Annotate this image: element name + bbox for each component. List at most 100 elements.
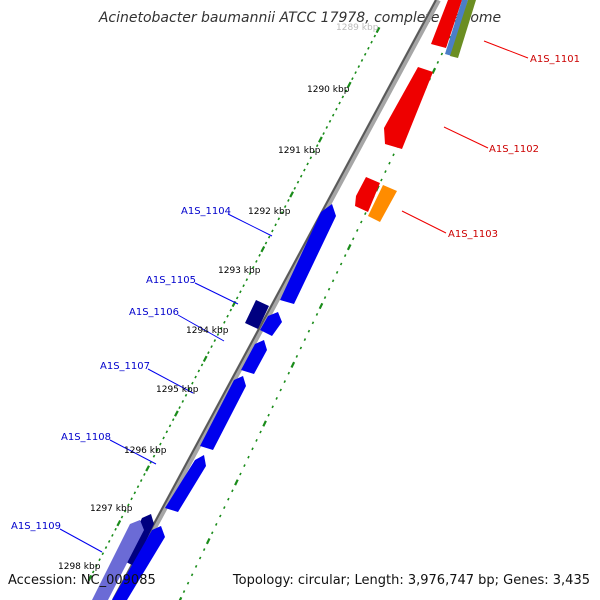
- ruler-tick: [207, 351, 210, 355]
- ruler-label: 1296 kbp: [124, 446, 167, 456]
- ruler-label: 1293 kbp: [218, 266, 261, 276]
- gene-arrow-a1s-1108[interactable]: [165, 455, 206, 512]
- ruler-tick: [436, 60, 440, 64]
- ruler-tick: [130, 497, 133, 501]
- gene-label-a1s-1101[interactable]: A1S_1101: [530, 54, 580, 65]
- gene-arrow-a1s-1109-light[interactable]: [92, 520, 144, 600]
- gene-arrow-a1s-1106[interactable]: [260, 312, 282, 336]
- ruler-tick: [287, 371, 291, 375]
- leader-a1s-1105: [194, 282, 239, 305]
- ruler-tick: [223, 320, 226, 324]
- ruler-tick: [290, 361, 296, 368]
- gene-label-a1s-1104[interactable]: A1S_1104: [181, 206, 231, 217]
- ruler-tick: [114, 527, 117, 531]
- ruler-dots-outer: [87, 26, 381, 582]
- gene-arrow-a1s-1101-c[interactable]: [450, 0, 476, 58]
- gene-label-a1s-1103[interactable]: A1S_1103: [448, 229, 498, 240]
- genome-backbone: [112, 0, 441, 600]
- ruler-tick: [202, 548, 206, 552]
- gene-label-a1s-1106[interactable]: A1S_1106: [129, 307, 179, 318]
- ruler-tick: [360, 59, 364, 62]
- ruler-tick: [231, 489, 234, 493]
- ruler-tick: [197, 369, 201, 373]
- gene-label-a1s-1102[interactable]: A1S_1102: [489, 144, 539, 155]
- ruler-tick: [145, 465, 150, 472]
- ruler-tick: [152, 454, 156, 458]
- ruler-tick: [235, 296, 239, 300]
- gene-label-a1s-1105[interactable]: A1S_1105: [146, 275, 196, 286]
- ruler-tick: [133, 491, 137, 495]
- leader-a1s-1106: [177, 314, 225, 342]
- ruler-tick: [136, 485, 140, 489]
- ruler-tick: [181, 399, 185, 403]
- ruler-tick: [162, 436, 165, 440]
- ruler-label: 1292 kbp: [248, 207, 291, 217]
- ruler-tick: [318, 136, 323, 143]
- ruler-tick: [327, 287, 331, 291]
- ruler-tick: [98, 558, 101, 562]
- ruler-tick: [210, 531, 214, 535]
- ruler-tick: [346, 244, 352, 251]
- gene-arrow-a1s-1105[interactable]: [245, 300, 269, 329]
- genome-backbone-edge: [112, 0, 437, 600]
- ruler-tick: [322, 132, 325, 135]
- gene-arrow-a1s-1103b[interactable]: [368, 185, 397, 222]
- ruler-tick: [440, 52, 444, 56]
- ruler-tick: [191, 381, 194, 385]
- gene-arrow-a1s-1107a[interactable]: [241, 340, 267, 374]
- ruler-tick: [178, 406, 181, 409]
- gene-arrow-a1s-1104[interactable]: [280, 204, 336, 304]
- ruler-tick: [363, 52, 367, 56]
- ruler-tick: [171, 418, 175, 422]
- gene-arrow-a1s-1103a[interactable]: [355, 177, 380, 212]
- ruler-tick: [251, 447, 254, 451]
- ruler-tick: [184, 393, 188, 397]
- ruler-tick: [431, 67, 437, 74]
- gene-label-a1s-1108[interactable]: A1S_1108: [61, 432, 111, 443]
- ruler-tick: [168, 424, 172, 428]
- gene-arrow-a1s-1107b[interactable]: [200, 376, 246, 450]
- topology-text: Topology: circular; Length: 3,976,747 bp…: [232, 573, 590, 588]
- ruler-tick: [335, 107, 338, 111]
- gene-arrow-a1s-1102[interactable]: [384, 67, 433, 149]
- ruler-tick: [380, 178, 383, 182]
- ruler-tick: [331, 279, 335, 283]
- ruler-tick: [255, 259, 258, 263]
- ruler-tick: [223, 506, 226, 510]
- ruler-tick: [143, 473, 146, 476]
- ruler-tick: [309, 156, 313, 160]
- ruler-tick: [247, 455, 250, 459]
- ruler-tick: [341, 95, 345, 99]
- gene-label-a1s-1109[interactable]: A1S_1109: [11, 521, 61, 532]
- gene-label-a1s-1107[interactable]: A1S_1107: [100, 361, 150, 372]
- ruler-tick: [107, 540, 111, 543]
- ruler-tick: [299, 174, 303, 178]
- ruler-tick: [210, 345, 213, 349]
- ruler-tick: [116, 520, 122, 527]
- ruler-tick: [260, 246, 266, 253]
- gene-arrow-a1s-1101-b[interactable]: [445, 0, 468, 56]
- ruler-tick: [186, 581, 190, 585]
- ruler-tick: [104, 546, 108, 549]
- ruler-tick: [296, 180, 300, 184]
- ruler-tick: [226, 314, 229, 318]
- ruler-tick: [234, 479, 239, 486]
- ruler-tick: [248, 272, 252, 275]
- ruler-tick: [357, 65, 361, 68]
- ruler-tick: [120, 515, 124, 519]
- gene-arrow-a1s-1109[interactable]: [112, 526, 165, 600]
- ruler-tick: [174, 410, 179, 417]
- ruler-tick: [335, 270, 339, 274]
- ruler-tick: [239, 472, 242, 476]
- ruler-tick: [242, 284, 245, 288]
- ruler-label: 1290 kbp: [307, 85, 350, 95]
- gene-arrow-a1s-1101[interactable]: [431, 0, 462, 48]
- ruler-tick: [245, 278, 249, 282]
- leader-a1s-1102: [443, 126, 489, 149]
- ruler-tick: [293, 186, 297, 190]
- ruler-tick: [258, 253, 261, 257]
- ruler-tick: [219, 326, 223, 330]
- ruler-tick: [139, 479, 143, 483]
- ruler-tick: [267, 413, 270, 417]
